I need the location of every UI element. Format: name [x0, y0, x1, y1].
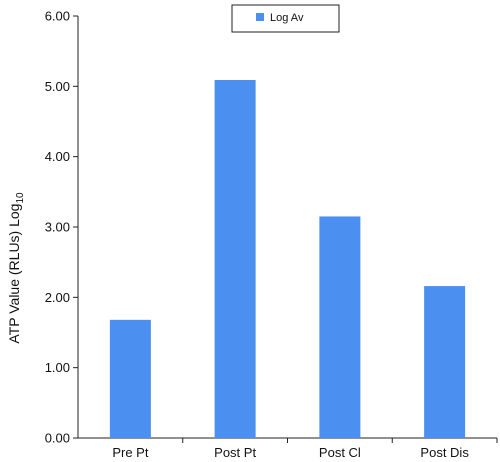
legend-label: Log Av	[270, 12, 304, 24]
y-tick-label: 3.00	[45, 220, 70, 235]
y-tick-label: 6.00	[45, 9, 70, 24]
bar	[109, 319, 151, 438]
y-tick-label: 4.00	[45, 149, 70, 164]
x-tick-label: Pre Pt	[112, 445, 149, 460]
x-ticks: Pre Pt Post Pt Post Cl Post Dis	[112, 438, 498, 460]
y-tick-label: 1.00	[45, 360, 70, 375]
y-ticks: 0.00 1.00 2.00 3.00 4.00 5.00 6.00	[45, 9, 78, 446]
y-tick-label: 0.00	[45, 431, 70, 446]
y-tick-label: 5.00	[45, 79, 70, 94]
legend-box	[231, 4, 340, 33]
y-axis-label-subscript: 10	[15, 192, 26, 204]
bar	[424, 286, 466, 438]
x-tick-label: Post Cl	[319, 445, 361, 460]
bars	[109, 80, 466, 439]
x-tick-label: Post Pt	[214, 445, 256, 460]
x-tick-label: Post Dis	[420, 445, 469, 460]
legend-swatch	[256, 13, 264, 21]
y-tick-label: 2.00	[45, 290, 70, 305]
y-axis-label-main: ATP Value (RLUs) Log	[6, 204, 22, 344]
y-axis-label: ATP Value (RLUs) Log10	[6, 192, 26, 344]
legend: Log Av	[231, 4, 340, 33]
bar	[319, 216, 361, 438]
bar	[214, 80, 256, 439]
